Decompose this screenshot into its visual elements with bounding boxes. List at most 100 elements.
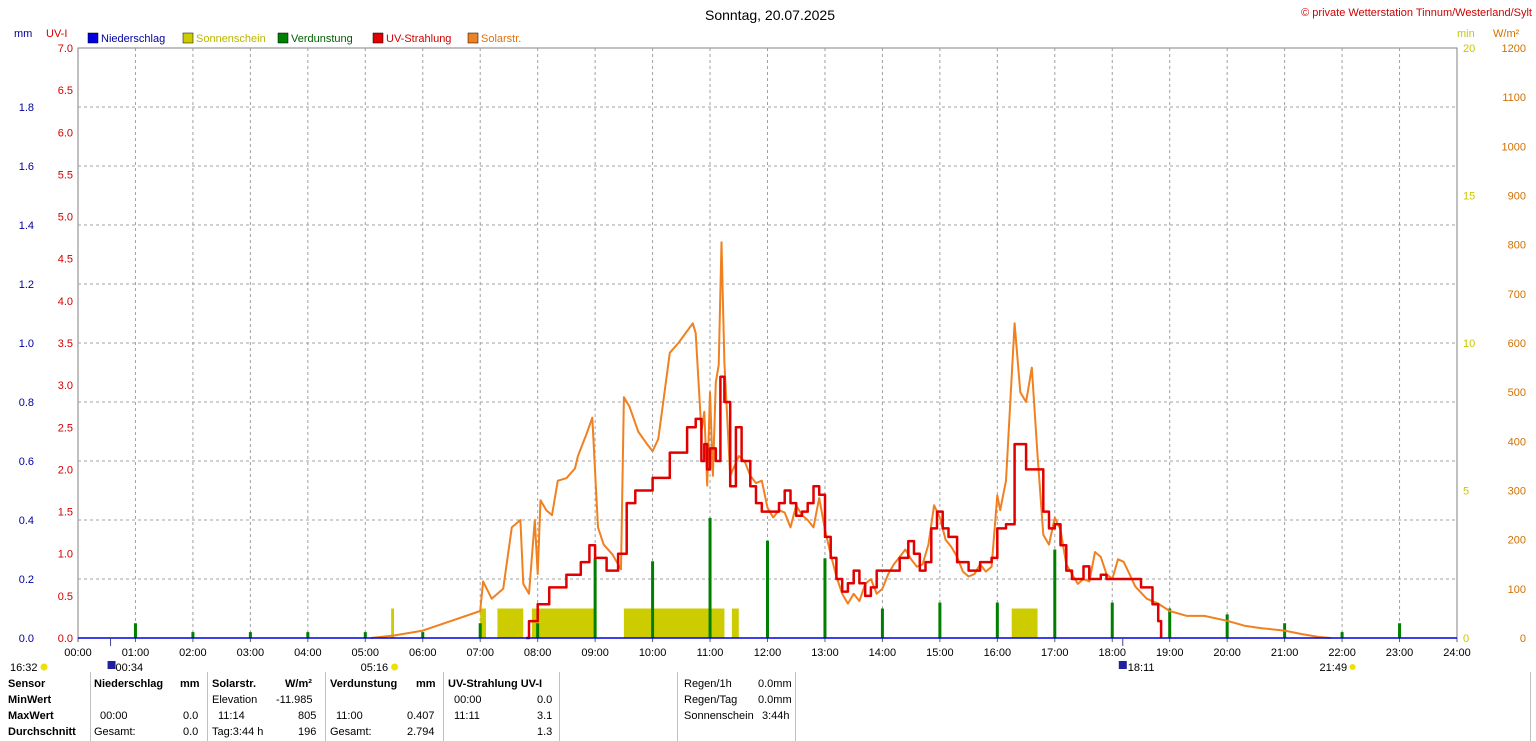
axis-unit-min: min (1457, 28, 1475, 40)
y-tick-label-uvi: 3.5 (58, 338, 73, 350)
y-tick-label-uvi: 4.0 (58, 296, 73, 308)
x-tick-label: 23:00 (1386, 647, 1414, 659)
x-tick-label: 03:00 (237, 647, 265, 659)
y-tick-label-wm2: 300 (1508, 486, 1526, 498)
evaporation-bar (593, 558, 597, 638)
stats-header-uv: UV-Strahlung UV-I (448, 678, 543, 690)
y-tick-label-mm: 1.6 (19, 161, 34, 173)
chart-legend: Niederschlag Sonnenschein Verdunstung UV-St… (87, 32, 521, 45)
rain-max-time: 00:00 (100, 710, 128, 722)
stats-separator (443, 672, 444, 741)
y-tick-label-uvi: 1.0 (58, 549, 73, 561)
stats-separator (207, 672, 208, 741)
x-tick-label: 07:00 (466, 647, 494, 659)
y-tick-label-min: 10 (1463, 338, 1475, 350)
y-tick-label-uvi: 7.0 (58, 43, 73, 55)
sun-moon-markers: 16:32 00:34 05:16 18:11 21:49 (10, 638, 1356, 672)
axis-unit-wm2: W/m² (1493, 28, 1520, 40)
y-tick-label-mm: 1.8 (19, 102, 34, 114)
y-tick-label-mm: 0.6 (19, 456, 34, 468)
x-tick-label: 15:00 (926, 647, 954, 659)
stats-row-min: MinWert (8, 694, 52, 706)
y-tick-label-uvi: 0.0 (58, 633, 73, 645)
y-tick-label-uvi: 6.0 (58, 127, 73, 139)
x-tick-label: 14:00 (869, 647, 897, 659)
sunshine-block (480, 608, 486, 638)
evap-total-value: 2.794 (407, 726, 435, 738)
y-tick-label-mm: 0.4 (19, 515, 34, 527)
summary-rain-day-value: 0.0mm (758, 694, 792, 706)
y-tick-label-wm2: 900 (1508, 191, 1526, 203)
uv-min-time: 00:00 (454, 694, 482, 706)
uv-radiation-line (526, 375, 1163, 640)
x-tick-label: 22:00 (1328, 647, 1356, 659)
x-tick-label: 20:00 (1213, 647, 1241, 659)
evaporation-bar (1110, 602, 1114, 638)
evap-max-time: 11:00 (336, 710, 363, 722)
y-tick-label-uvi: 2.5 (58, 422, 73, 434)
legend-label: Niederschlag (101, 33, 165, 45)
legend-swatch (277, 32, 289, 44)
summary-rain-day-label: Regen/Tag (684, 694, 738, 706)
moonset-time: 18:11 (1128, 662, 1155, 672)
y-tick-label-min: 5 (1463, 486, 1469, 498)
sun-icon (40, 663, 48, 671)
y-tick-label-uvi: 3.0 (58, 380, 73, 392)
x-tick-label: 24:00 (1443, 647, 1471, 659)
y-tick-label-wm2: 1000 (1502, 141, 1526, 153)
stats-separator (90, 672, 91, 741)
x-tick-label: 06:00 (409, 647, 437, 659)
stats-header-rain-unit: mm (180, 678, 200, 690)
axis-unit-uvi: UV-I (46, 28, 67, 40)
sunshine-block (1011, 608, 1038, 638)
y-tick-label-min: 15 (1463, 191, 1475, 203)
y-tick-label-uvi: 4.5 (58, 254, 73, 266)
stats-header-evap-unit: mm (416, 678, 436, 690)
evaporation-bar (248, 632, 252, 638)
y-tick-label-wm2: 800 (1508, 240, 1526, 252)
y-tick-label-wm2: 500 (1508, 387, 1526, 399)
summary-rain-1h-label: Regen/1h (684, 678, 732, 690)
x-tick-label: 13:00 (811, 647, 839, 659)
evaporation-bar (191, 632, 195, 638)
rain-total-value: 0.0 (183, 726, 199, 738)
x-tick-label: 11:00 (697, 647, 724, 659)
stats-row-max: MaxWert (8, 710, 54, 722)
evap-total-label: Gesamt: (330, 726, 372, 738)
x-tick-label: 21:00 (1271, 647, 1299, 659)
statistics-panel: Sensor MinWert MaxWert Durchschnitt Nied… (0, 672, 1536, 741)
legend-label: Verdunstung (291, 33, 353, 45)
evaporation-bar (651, 561, 655, 638)
stats-header-evap: Verdunstung (330, 678, 398, 690)
evaporation-bar (536, 623, 540, 638)
y-tick-label-uvi: 1.5 (58, 507, 73, 519)
axis-unit-mm: mm (14, 28, 32, 40)
sunrise-time: 05:16 (361, 662, 389, 672)
y-tick-label-uvi: 5.5 (58, 169, 73, 181)
y-tick-label-mm: 0.2 (19, 574, 34, 586)
evaporation-bar (1168, 608, 1172, 638)
summary-sunshine-value: 3:44h (762, 710, 790, 722)
y-tick-label-wm2: 400 (1508, 436, 1526, 448)
uv-min-value: 0.0 (537, 694, 553, 706)
evaporation-bar (1225, 614, 1229, 638)
x-tick-label: 09:00 (581, 647, 609, 659)
evaporation-bar (1340, 632, 1344, 638)
legend-label: Solarstr. (481, 33, 521, 45)
evaporation-bar (995, 602, 999, 638)
y-tick-label-mm: 1.4 (19, 220, 34, 232)
solar-elevation-value: -11.985 (276, 694, 313, 706)
solar-avg-value: 196 (298, 726, 317, 738)
stats-separator (559, 672, 560, 741)
uv-avg-value: 1.3 (537, 726, 553, 738)
stats-header-rain: Niederschlag (94, 678, 164, 690)
sunshine-block (497, 608, 524, 638)
solar-max-value: 805 (298, 710, 317, 722)
stats-separator (1530, 672, 1531, 741)
y-tick-label-mm: 0.8 (19, 397, 34, 409)
y-tick-label-wm2: 100 (1508, 584, 1526, 596)
moonrise-time: 00:34 (116, 662, 144, 672)
x-tick-label: 18:00 (1098, 647, 1126, 659)
y-tick-label-mm: 1.0 (19, 338, 34, 350)
evaporation-bar (421, 632, 425, 638)
